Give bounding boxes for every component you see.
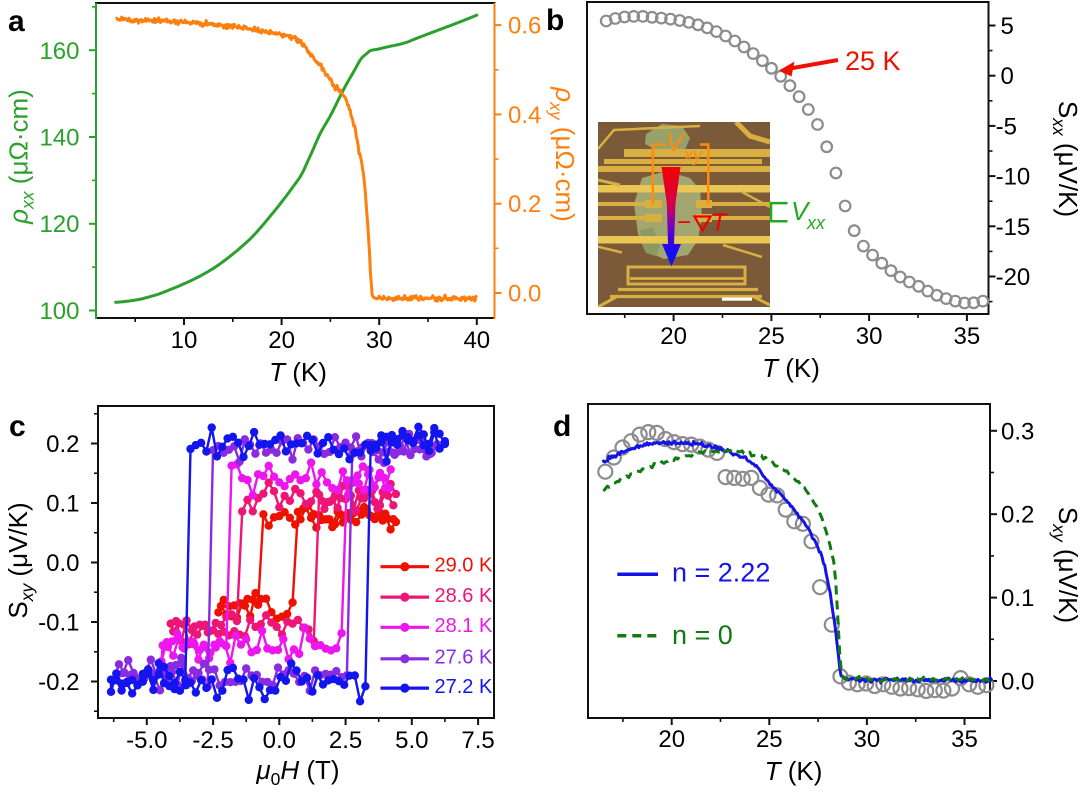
svg-text:10: 10 — [171, 327, 198, 354]
svg-text:20: 20 — [658, 726, 685, 753]
svg-text:30: 30 — [854, 726, 881, 753]
svg-text:-20: -20 — [996, 264, 1031, 291]
svg-text:-10: -10 — [996, 164, 1031, 191]
svg-text:0.2: 0.2 — [508, 191, 541, 218]
svg-text:120: 120 — [39, 211, 79, 238]
svg-text:27.6 K: 27.6 K — [435, 647, 493, 669]
svg-text:-0.2: -0.2 — [38, 669, 79, 696]
svg-text:29.0 K: 29.0 K — [435, 555, 493, 577]
svg-text:20: 20 — [660, 323, 687, 350]
svg-text:-2.5: -2.5 — [192, 727, 233, 754]
svg-text:Sxx (μV/K): Sxx (μV/K) — [1049, 101, 1080, 217]
svg-text:0.0: 0.0 — [46, 550, 79, 577]
svg-text:40: 40 — [463, 327, 490, 354]
svg-text:n = 0: n = 0 — [672, 620, 733, 650]
svg-text:c: c — [9, 410, 26, 443]
svg-text:d: d — [553, 410, 571, 443]
svg-text:-0.1: -0.1 — [38, 610, 79, 637]
svg-text:2.5: 2.5 — [329, 727, 362, 754]
svg-text:30: 30 — [856, 323, 883, 350]
svg-text:0.1: 0.1 — [1001, 585, 1034, 612]
svg-text:0.0: 0.0 — [1001, 669, 1034, 696]
svg-text:μ0H (T): μ0H (T) — [255, 755, 339, 789]
svg-text:5.0: 5.0 — [395, 727, 428, 754]
svg-text:−: − — [677, 209, 691, 236]
svg-text:T: T — [711, 209, 728, 237]
svg-text:0.1: 0.1 — [46, 491, 79, 518]
svg-text:5: 5 — [1001, 13, 1014, 40]
svg-text:20: 20 — [268, 327, 295, 354]
svg-text:T (K): T (K) — [765, 756, 823, 786]
svg-text:0.4: 0.4 — [508, 102, 541, 129]
svg-text:T (K): T (K) — [269, 357, 327, 387]
svg-text:0.2: 0.2 — [1001, 502, 1034, 529]
svg-text:xx: xx — [806, 213, 826, 233]
svg-text:160: 160 — [39, 38, 79, 65]
svg-text:n = 2.22: n = 2.22 — [672, 558, 770, 588]
svg-text:ρxy (μΩ·cm): ρxy (μΩ·cm) — [546, 86, 580, 222]
svg-text:Sxy (μV/K): Sxy (μV/K) — [3, 502, 37, 618]
svg-text:-15: -15 — [996, 214, 1031, 241]
svg-text:25 K: 25 K — [845, 46, 901, 76]
svg-text:28.1 K: 28.1 K — [435, 615, 493, 637]
svg-text:b: b — [546, 4, 564, 37]
svg-text:7.5: 7.5 — [461, 727, 494, 754]
svg-text:35: 35 — [954, 323, 981, 350]
svg-text:0.6: 0.6 — [508, 13, 541, 40]
svg-text:ρxx (μΩ·cm): ρxx (μΩ·cm) — [4, 89, 38, 225]
svg-text:27.2 K: 27.2 K — [435, 676, 493, 698]
svg-text:0.2: 0.2 — [46, 431, 79, 458]
svg-text:25: 25 — [756, 726, 783, 753]
svg-text:-5: -5 — [996, 113, 1017, 140]
svg-text:Sxy (μV/K): Sxy (μV/K) — [1049, 507, 1080, 623]
svg-text:0: 0 — [1001, 63, 1014, 90]
svg-text:T (K): T (K) — [762, 353, 820, 383]
svg-text:a: a — [8, 5, 25, 38]
svg-text:100: 100 — [39, 298, 79, 325]
svg-text:30: 30 — [366, 327, 393, 354]
svg-text:25: 25 — [758, 323, 785, 350]
svg-text:0.3: 0.3 — [1001, 418, 1034, 445]
svg-text:-5.0: -5.0 — [126, 727, 167, 754]
svg-text:V: V — [791, 196, 811, 226]
svg-text:28.6 K: 28.6 K — [435, 585, 493, 607]
svg-text:140: 140 — [39, 125, 79, 152]
svg-text:V: V — [666, 127, 686, 157]
svg-text:35: 35 — [951, 726, 978, 753]
svg-text:0.0: 0.0 — [263, 727, 296, 754]
svg-text:xy: xy — [683, 145, 703, 165]
svg-text:0.0: 0.0 — [508, 281, 541, 308]
